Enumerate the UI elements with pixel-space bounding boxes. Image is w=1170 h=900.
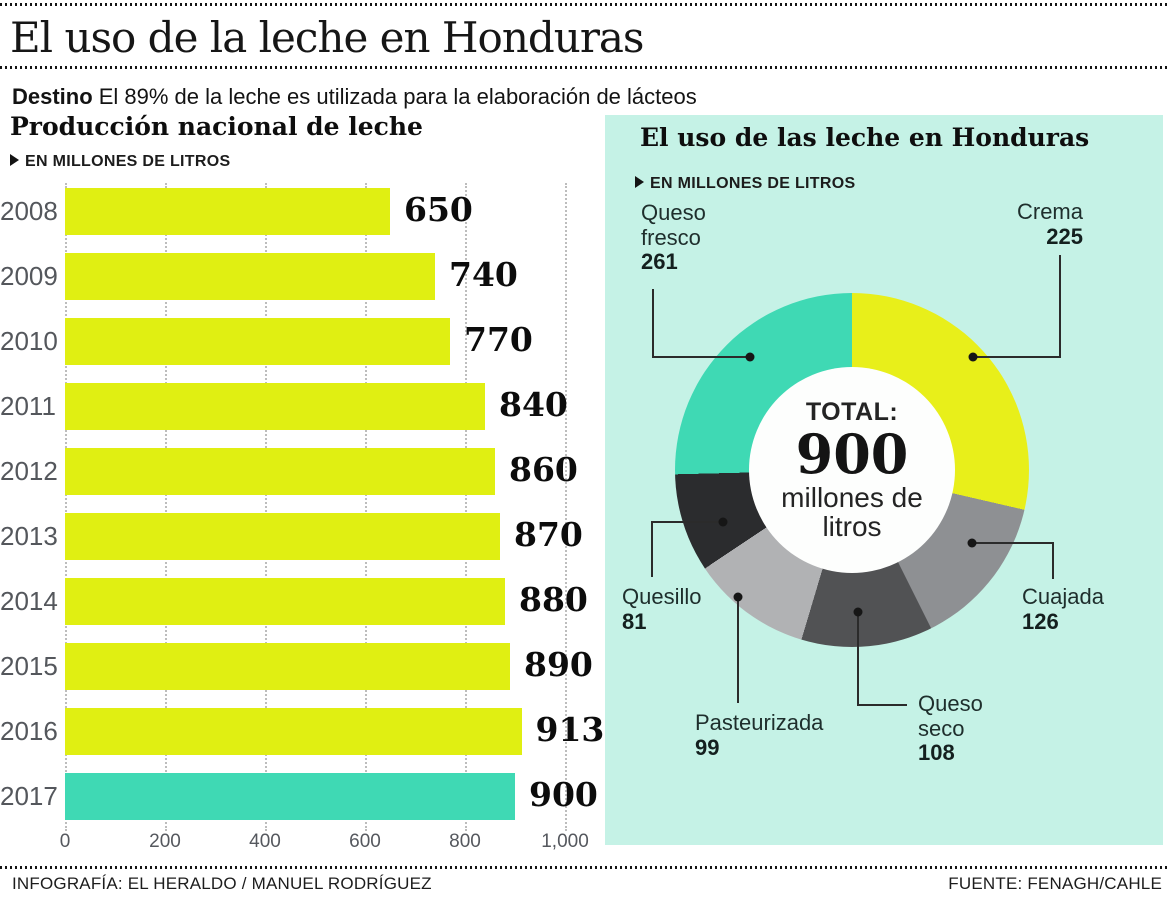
segment-label-queso-fresco: Queso fresco 261 [641, 200, 721, 275]
segment-name-crema: Crema [1016, 199, 1083, 224]
subtitle-lead: Destino [12, 84, 93, 109]
bar-2017 [65, 773, 515, 820]
segment-value-crema: 225 [1046, 223, 1083, 249]
bar-2012 [65, 448, 495, 495]
x-axis-tick-200: 200 [149, 831, 181, 852]
x-axis-tick-800: 800 [449, 831, 481, 852]
gridline-0 [65, 183, 67, 831]
footer-dotted-rule [0, 866, 1170, 869]
year-label-2008: 2008 [0, 196, 58, 226]
bar-2015 [65, 643, 510, 690]
donut-panel: El uso de las leche en Honduras EN MILLO… [605, 115, 1163, 845]
bar-value-2014: 880 [519, 580, 588, 619]
footer-credit: INFOGRAFÍA: EL HERALDO / MANUEL RODRÍGUE… [12, 874, 432, 893]
bar-chart-title: Producción nacional de leche [10, 112, 423, 141]
gridline-600 [365, 183, 367, 831]
donut-chart-title: El uso de las leche en Honduras [640, 123, 1090, 152]
arrow-icon [635, 176, 644, 188]
year-label-2009: 2009 [0, 261, 58, 291]
x-axis-tick-1,000: 1,000 [541, 831, 589, 852]
leader-line-crema [973, 255, 1061, 358]
donut-total-value: 900 [795, 422, 909, 487]
bar-chart-unit: EN MILLONES DE LITROS [10, 153, 230, 171]
segment-label-cuajada: Cuajada 126 [1022, 584, 1122, 634]
gridline-800 [465, 183, 467, 831]
page-title: El uso de la leche en Honduras [10, 13, 644, 62]
year-label-2012: 2012 [0, 456, 58, 486]
bar-value-2017: 900 [529, 775, 598, 814]
bar-value-2013: 870 [514, 515, 583, 554]
donut-total-label: TOTAL: [805, 397, 899, 426]
donut-chart-unit: EN MILLONES DE LITROS [635, 175, 855, 193]
bar-value-2015: 890 [524, 645, 593, 684]
segment-name-queso-seco: Queso seco [918, 691, 983, 741]
subtitle-text: El 89% de la leche es utilizada para la … [98, 84, 697, 109]
segment-value-quesillo: 81 [622, 608, 647, 634]
year-label-2016: 2016 [0, 716, 58, 746]
x-axis-tick-0: 0 [59, 831, 71, 852]
segment-name-queso-fresco: Queso fresco [641, 200, 706, 250]
gridline-200 [165, 183, 167, 831]
year-label-2013: 2013 [0, 521, 58, 551]
segment-value-queso-seco: 108 [918, 740, 955, 766]
year-label-2017: 2017 [0, 781, 58, 811]
bar-value-2011: 840 [499, 385, 568, 424]
donut-center: TOTAL: 900 millones de litros [749, 367, 955, 573]
bar-2010 [65, 318, 450, 365]
gridline-1,000 [565, 183, 567, 831]
segment-label-crema: Crema 225 [1009, 199, 1083, 249]
bar-value-2016: 913 [535, 710, 605, 749]
year-label-2010: 2010 [0, 326, 58, 356]
bar-2013 [65, 513, 500, 560]
bar-2008 [65, 188, 390, 235]
gridline-400 [265, 183, 267, 831]
segment-name-cuajada: Cuajada [1022, 584, 1104, 609]
bar-2014 [65, 578, 505, 625]
segment-name-quesillo: Quesillo [622, 584, 702, 609]
year-label-2015: 2015 [0, 651, 58, 681]
donut-total-unit-line2: litros [822, 511, 882, 543]
bar-value-2012: 860 [509, 450, 578, 489]
x-axis-tick-600: 600 [349, 831, 381, 852]
x-axis-tick-400: 400 [249, 831, 281, 852]
segment-label-pasteurizada: Pasteurizada 99 [695, 710, 845, 760]
segment-name-pasteurizada: Pasteurizada [695, 710, 824, 735]
bar-2009 [65, 253, 435, 300]
bar-value-2008: 650 [404, 190, 473, 229]
arrow-icon [10, 154, 19, 166]
subtitle: Destino El 89% de la leche es utilizada p… [12, 84, 697, 110]
bar-value-2009: 740 [449, 255, 518, 294]
year-label-2011: 2011 [0, 391, 56, 421]
bar-chart: 0 200 400 600 800 1,000 2008 650 2009 740 2010 770 2… [0, 183, 605, 852]
footer-source: FUENTE: FENAGH/CAHLE [948, 874, 1162, 893]
segment-value-cuajada: 126 [1022, 608, 1059, 634]
donut-total-unit-line1: millones de [781, 481, 923, 513]
year-label-2014: 2014 [0, 586, 58, 616]
bar-value-2010: 770 [464, 320, 533, 359]
segment-label-queso-seco: Queso seco 108 [918, 691, 998, 766]
title-dotted-rule [0, 66, 1170, 69]
top-dotted-rule [0, 3, 1170, 6]
segment-value-pasteurizada: 99 [695, 734, 720, 760]
bar-2011 [65, 383, 485, 430]
segment-label-quesillo: Quesillo 81 [622, 584, 722, 634]
bar-2016 [65, 708, 522, 755]
segment-value-queso-fresco: 261 [641, 249, 678, 275]
